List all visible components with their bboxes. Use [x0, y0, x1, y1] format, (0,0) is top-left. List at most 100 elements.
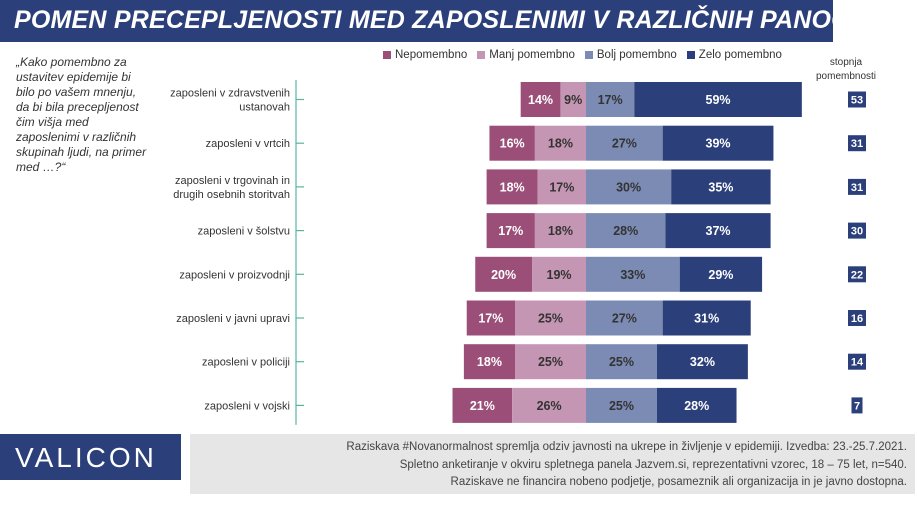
bar-manj-pomembno: [534, 125, 586, 161]
category-label: zaposleni v šolstvu: [198, 226, 290, 238]
legend-swatch-nepomembno: [383, 51, 391, 59]
category-label-line: zaposleni v trgovinah in: [175, 175, 290, 187]
survey-question: „Kako pomembno za ustavitev epidemije bi…: [16, 55, 147, 174]
data-label-bolj-pomembno: 25%: [609, 355, 634, 369]
data-label-bolj-pomembno: 25%: [609, 399, 634, 413]
legend-label-zelo-pomembno: Zelo pomembno: [698, 49, 782, 61]
index-badge: [848, 91, 866, 108]
index-badge: [848, 310, 866, 326]
logo-text: VALICON: [15, 442, 157, 473]
bar-nepomembno: [475, 256, 533, 292]
index-badge: [848, 135, 866, 152]
index-header: stopnja pomembnosti: [806, 56, 886, 84]
index-value: 16: [851, 313, 863, 325]
data-label-nepomembno: 16%: [500, 137, 525, 151]
legend-item-bolj-pomembno: Bolj pomembno: [584, 49, 677, 61]
bar-bolj-pomembno: [586, 344, 657, 380]
index-badge: [848, 353, 866, 370]
legend-swatch-zelo-pomembno: [686, 51, 695, 59]
data-label-zelo-pomembno: 32%: [690, 355, 715, 369]
data-label-bolj-pomembno: 27%: [612, 312, 637, 326]
data-label-bolj-pomembno: 27%: [612, 137, 637, 151]
category-label-line: zaposleni v proizvodnji: [179, 269, 290, 281]
index-badge: [848, 266, 866, 283]
data-label-manj-pomembno: 18%: [548, 137, 573, 151]
data-label-zelo-pomembno: 59%: [706, 93, 731, 107]
bar-bolj-pomembno: [586, 256, 680, 292]
data-label-nepomembno: 17%: [478, 312, 503, 326]
data-label-nepomembno: 21%: [470, 399, 495, 413]
data-label-bolj-pomembno: 30%: [616, 180, 641, 194]
data-label-zelo-pomembno: 35%: [708, 180, 733, 194]
category-label-line: drugih osebnih storitvah: [173, 189, 290, 201]
legend-item-nepomembno: Nepomembno: [383, 49, 467, 61]
bar-bolj-pomembno: [586, 213, 666, 249]
data-label-nepomembno: 18%: [477, 355, 502, 369]
bar-nepomembno: [466, 300, 515, 336]
category-label: zaposleni v vojski: [204, 400, 290, 412]
category-label-line: zaposleni v javni upravi: [176, 313, 290, 325]
data-label-nepomembno: 20%: [491, 268, 516, 282]
data-label-nepomembno: 14%: [528, 93, 553, 107]
data-label-manj-pomembno: 17%: [549, 180, 574, 194]
data-label-manj-pomembno: 9%: [564, 93, 582, 107]
data-label-bolj-pomembno: 17%: [598, 93, 623, 107]
index-value: 14: [851, 357, 864, 369]
legend-swatch-manj-pomembno: [477, 51, 486, 59]
bar-manj-pomembno: [560, 82, 586, 117]
bar-zelo-pomembno: [662, 300, 751, 336]
bar-bolj-pomembno: [586, 387, 657, 423]
bar-manj-pomembno: [532, 256, 586, 292]
category-label-line: ustanovah: [239, 102, 290, 114]
index-header-line-1: stopnja: [829, 57, 863, 68]
footer-line-1: Raziskava #Novanormalnost spremlja odziv…: [346, 441, 907, 453]
index-value: 7: [854, 400, 860, 412]
bar-zelo-pomembno: [657, 387, 737, 423]
legend-label-nepomembno: Nepomembno: [395, 49, 468, 61]
data-label-zelo-pomembno: 29%: [708, 268, 733, 282]
bar-zelo-pomembno: [657, 344, 748, 380]
index-value: 30: [851, 226, 863, 238]
valicon-logo: VALICON: [0, 434, 181, 480]
index-value: 22: [851, 269, 863, 281]
data-label-zelo-pomembno: 37%: [706, 224, 731, 238]
bar-zelo-pomembno: [671, 169, 771, 205]
category-label: zaposleni v proizvodnji: [179, 269, 290, 281]
data-label-manj-pomembno: 19%: [547, 268, 572, 282]
bar-zelo-pomembno: [679, 256, 763, 292]
data-label-manj-pomembno: 25%: [538, 312, 563, 326]
category-label-line: zaposleni v vrtcih: [206, 138, 290, 150]
legend-item-zelo-pomembno: Zelo pomembno: [686, 49, 782, 61]
bar-nepomembno: [489, 125, 535, 161]
category-label-line: zaposleni v zdravstvenih: [170, 88, 290, 100]
bar-manj-pomembno: [515, 344, 586, 380]
legend-label-bolj-pomembno: Bolj pomembno: [596, 49, 677, 61]
data-label-bolj-pomembno: 28%: [613, 224, 638, 238]
chart-legend: Nepomembno Manj pomembno Bolj pomembno Z…: [383, 49, 782, 61]
index-value: 53: [851, 95, 863, 107]
index-value: 31: [851, 182, 863, 194]
page-title: POMEN PRECEPLJENOSTI MED ZAPOSLENIMI V R…: [14, 6, 888, 34]
footer-line-2: Spletno anketiranje v okviru spletnega p…: [399, 458, 907, 471]
bar-nepomembno: [520, 82, 561, 117]
data-label-zelo-pomembno: 39%: [706, 137, 731, 151]
data-label-nepomembno: 17%: [498, 224, 523, 238]
bar-nepomembno: [463, 344, 515, 380]
bar-bolj-pomembno: [586, 300, 663, 336]
index-header-line-2: pomembnosti: [815, 71, 877, 82]
bar-manj-pomembno: [515, 300, 586, 336]
category-label: zaposleni v vrtcih: [206, 138, 290, 150]
title-bar: POMEN PRECEPLJENOSTI MED ZAPOSLENIMI V R…: [0, 0, 887, 42]
legend-item-manj-pomembno: Manj pomembno: [477, 49, 575, 61]
data-label-nepomembno: 18%: [500, 180, 525, 194]
category-label-line: zaposleni v šolstvu: [198, 226, 290, 238]
index-value: 31: [851, 138, 863, 150]
footer-info: Raziskava #Novanormalnost spremlja odziv…: [190, 434, 915, 494]
bar-nepomembno: [486, 169, 538, 205]
data-label-bolj-pomembno: 33%: [620, 268, 645, 282]
bar-bolj-pomembno: [586, 169, 672, 205]
bar-manj-pomembno: [534, 213, 586, 249]
data-label-manj-pomembno: 18%: [548, 224, 573, 238]
data-label-zelo-pomembno: 28%: [684, 399, 709, 413]
